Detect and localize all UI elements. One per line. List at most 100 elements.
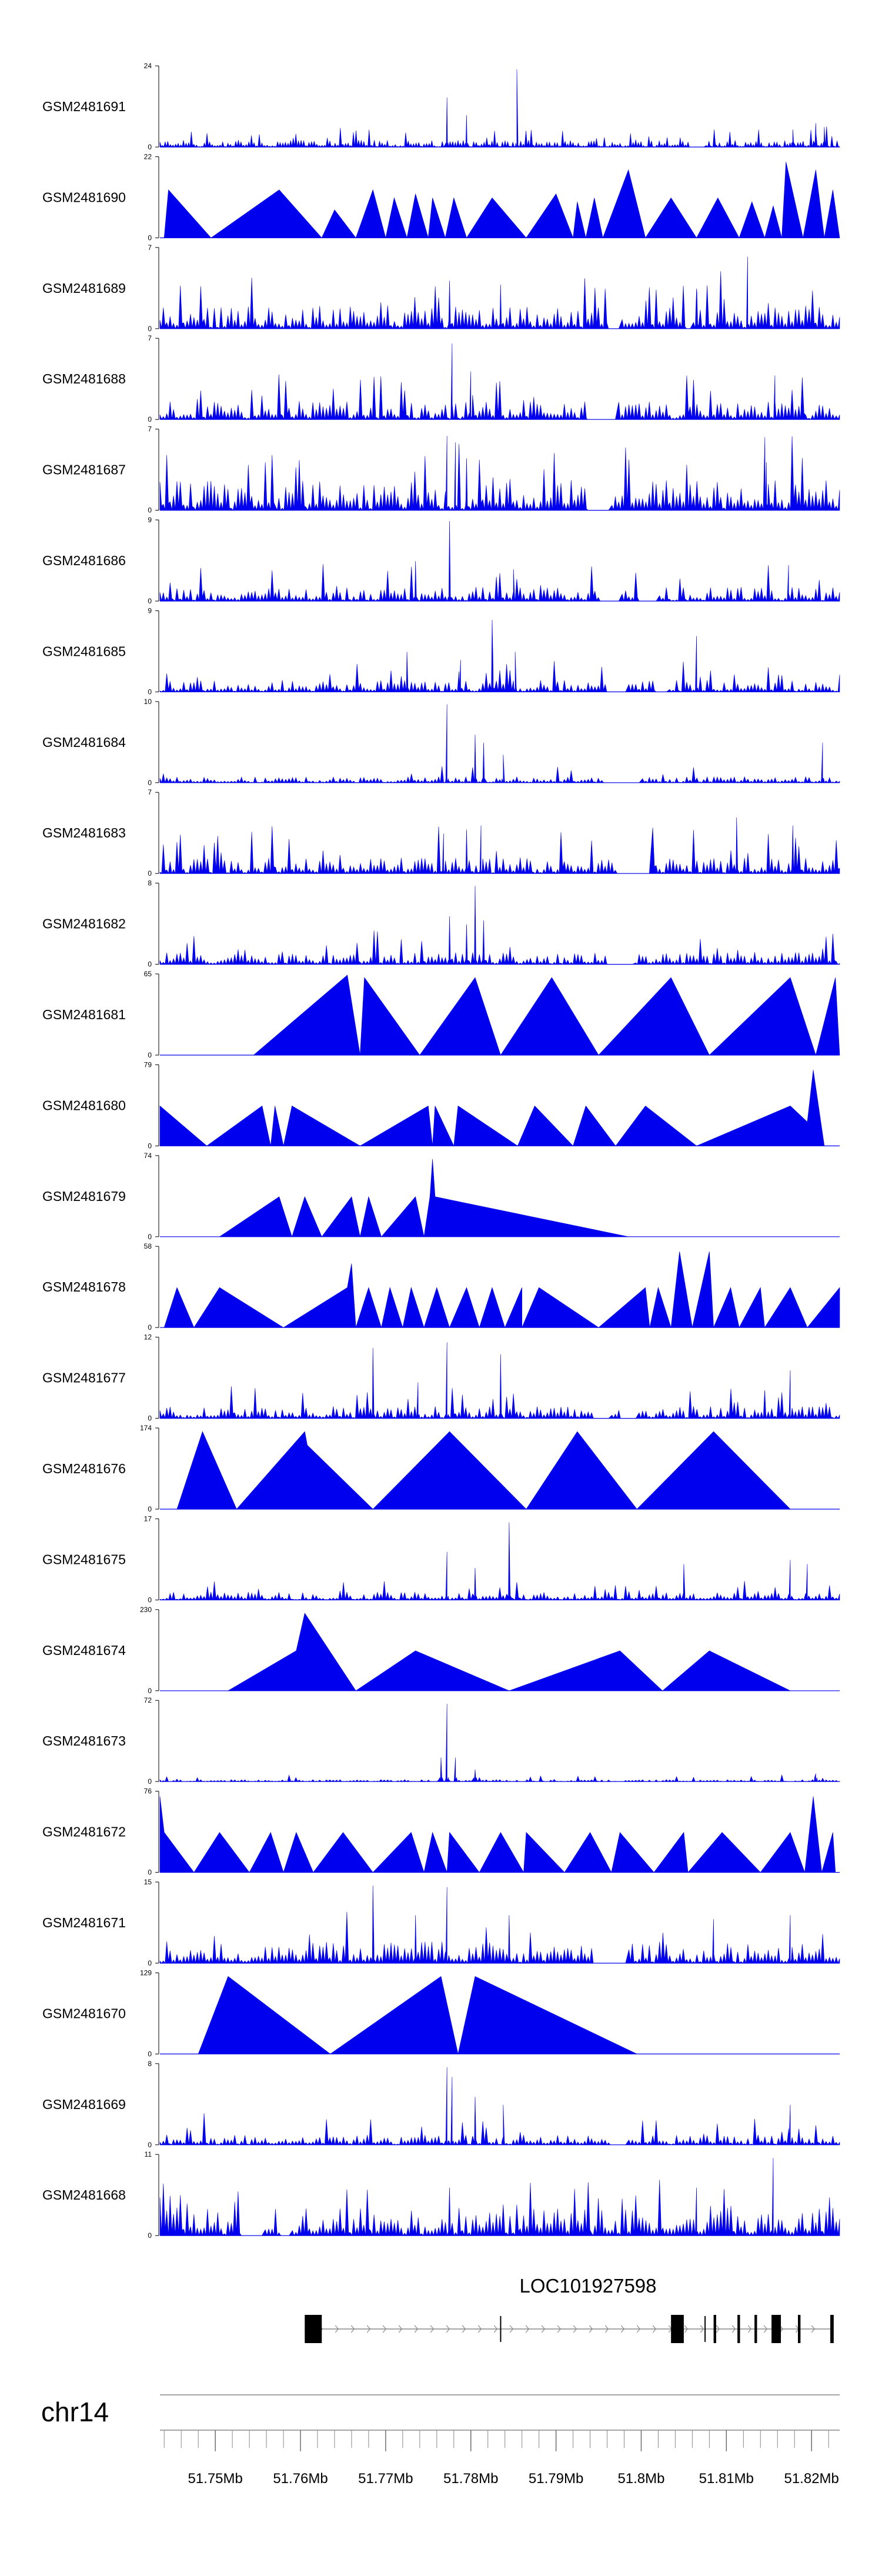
coverage-area — [159, 1886, 840, 1964]
track-label: GSM2481685 — [42, 643, 126, 659]
y-tick-zero-label: 0 — [148, 869, 152, 877]
strand-arrow — [350, 2325, 355, 2333]
track-GSM2481679: GSM2481679 74 0 — [42, 1152, 840, 1241]
coverage-area — [159, 2158, 840, 2237]
track-label: GSM2481691 — [42, 99, 126, 114]
y-tick-max-label: 8 — [148, 879, 152, 887]
strand-arrow — [747, 2325, 752, 2333]
track-label: GSM2481689 — [42, 281, 126, 296]
track-GSM2481690: GSM2481690 22 0 — [42, 152, 840, 242]
strand-arrow — [509, 2325, 514, 2333]
strand-arrow — [366, 2325, 371, 2333]
y-tick-zero-label: 0 — [148, 1051, 152, 1059]
y-tick-zero-label: 0 — [148, 779, 152, 787]
y-tick-zero-label: 0 — [148, 1777, 152, 1786]
y-tick-zero-label: 0 — [148, 506, 152, 515]
track-label: GSM2481668 — [42, 2187, 126, 2203]
track-label: GSM2481676 — [42, 1461, 126, 1476]
coverage-area — [159, 436, 840, 511]
coverage-area — [159, 619, 840, 693]
y-tick-max-label: 8 — [148, 2060, 152, 2068]
axis-tick-label: 51.76Mb — [273, 2471, 328, 2487]
track-label: GSM2481690 — [42, 189, 126, 205]
strand-arrow — [763, 2325, 768, 2333]
y-tick-zero-label: 0 — [148, 2141, 152, 2149]
y-tick-max-label: 129 — [140, 1968, 152, 1977]
y-tick-zero-label: 0 — [148, 960, 152, 969]
strand-arrow — [604, 2325, 609, 2333]
track-GSM2481668: GSM2481668 11 0 — [42, 2150, 840, 2240]
y-tick-zero-label: 0 — [148, 597, 152, 605]
coverage-area — [163, 1251, 840, 1329]
strand-arrow — [398, 2325, 403, 2333]
axis-tick-label: 51.8Mb — [617, 2471, 664, 2487]
track-label: GSM2481680 — [42, 1097, 126, 1113]
axis-tick-label: 51.78Mb — [443, 2471, 498, 2487]
strand-arrow — [700, 2325, 704, 2333]
y-tick-zero-label: 0 — [148, 233, 152, 242]
coverage-area — [159, 1070, 825, 1147]
track-GSM2481687: GSM2481687 7 0 — [42, 425, 840, 515]
track-GSM2481685: GSM2481685 9 0 — [42, 606, 840, 696]
coverage-area — [198, 1976, 637, 2054]
y-tick-max-label: 12 — [144, 1333, 152, 1342]
y-tick-max-label: 24 — [144, 62, 152, 70]
coverage-area — [159, 1796, 836, 1873]
y-tick-zero-label: 0 — [148, 143, 152, 151]
strand-arrow — [446, 2325, 450, 2333]
strand-arrow — [493, 2325, 498, 2333]
strand-arrow — [620, 2325, 625, 2333]
strand-arrow — [811, 2325, 816, 2333]
y-tick-zero-label: 0 — [148, 2050, 152, 2058]
y-tick-max-label: 7 — [148, 334, 152, 342]
track-label: GSM2481679 — [42, 1189, 126, 1204]
y-tick-zero-label: 0 — [148, 325, 152, 333]
gene-exon — [737, 2315, 740, 2343]
track-label: GSM2481681 — [42, 1007, 126, 1022]
track-label: GSM2481683 — [42, 825, 126, 840]
strand-arrow — [731, 2325, 736, 2333]
y-tick-zero-label: 0 — [148, 1505, 152, 1513]
track-label: GSM2481671 — [42, 1915, 126, 1930]
track-GSM2481683: GSM2481683 7 0 — [42, 788, 840, 877]
track-GSM2481689: GSM2481689 7 0 — [42, 243, 840, 333]
track-GSM2481688: GSM2481688 7 0 — [42, 334, 840, 423]
coverage-area — [159, 817, 840, 875]
track-GSM2481670: GSM2481670 129 0 — [42, 1968, 840, 2058]
chromosome-label: chr14 — [41, 2397, 109, 2427]
y-tick-max-label: 230 — [140, 1606, 152, 1614]
y-tick-zero-label: 0 — [148, 1687, 152, 1695]
coverage-area — [159, 343, 840, 421]
y-tick-zero-label: 0 — [148, 415, 152, 423]
strand-arrow — [716, 2325, 720, 2333]
strand-arrow — [430, 2325, 435, 2333]
strand-arrow — [573, 2325, 577, 2333]
y-tick-max-label: 7 — [148, 243, 152, 252]
coverage-area — [159, 1342, 840, 1419]
strand-arrow — [477, 2325, 482, 2333]
track-label: GSM2481672 — [42, 1824, 126, 1840]
track-label: GSM2481682 — [42, 916, 126, 932]
y-tick-max-label: 22 — [144, 152, 152, 161]
gene-exon — [713, 2315, 716, 2343]
strand-arrow — [525, 2325, 530, 2333]
track-GSM2481675: GSM2481675 17 0 — [42, 1514, 840, 1604]
y-tick-zero-label: 0 — [148, 1596, 152, 1604]
track-label: GSM2481684 — [42, 735, 126, 750]
track-GSM2481677: GSM2481677 12 0 — [42, 1333, 840, 1423]
strand-arrow — [684, 2325, 689, 2333]
track-GSM2481673: GSM2481673 72 0 — [42, 1696, 840, 1786]
track-GSM2481682: GSM2481682 8 0 — [42, 879, 840, 969]
coverage-area — [159, 704, 840, 783]
coverage-area — [159, 520, 840, 602]
y-tick-zero-label: 0 — [148, 1142, 152, 1150]
gene-model: LOC101927598 — [305, 2275, 834, 2343]
strand-arrow — [414, 2325, 419, 2333]
coverage-area — [176, 1431, 791, 1510]
coverage-area — [253, 975, 840, 1056]
track-GSM2481669: GSM2481669 8 0 — [42, 2060, 840, 2149]
strand-arrow — [557, 2325, 562, 2333]
y-tick-zero-label: 0 — [148, 688, 152, 696]
coverage-area — [159, 1704, 840, 1782]
